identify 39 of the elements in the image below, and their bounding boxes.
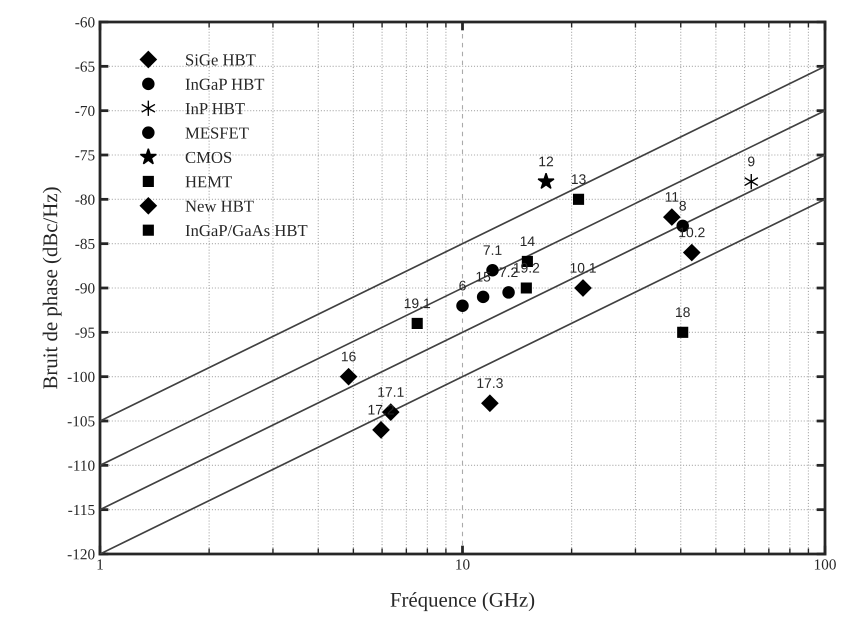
y-tick-label: -105	[68, 416, 95, 426]
legend-label: InP HBT	[186, 103, 245, 114]
annotation: 11	[666, 192, 678, 202]
annotation: 16	[342, 352, 356, 362]
y-tick-label: -95	[75, 328, 95, 338]
annotation: 18	[676, 307, 690, 318]
legend-label: InGaP HBT	[186, 78, 264, 90]
annotation: 9	[748, 156, 754, 166]
legend-label: MESFET	[185, 127, 249, 139]
y-tick-label: -85	[75, 238, 95, 250]
x-tick-label: 100	[814, 559, 836, 570]
y-tick-label: -70	[75, 106, 95, 116]
annotation: 8	[679, 200, 686, 211]
legend-label: New HBT	[185, 200, 254, 212]
legend-label: HEMT	[185, 176, 232, 188]
y-tick-label: -75	[75, 150, 95, 160]
annotation: 12	[539, 156, 554, 166]
annotation: 7.1	[484, 245, 502, 255]
y-tick-label: -120	[68, 549, 95, 560]
legend-label: InGaP/GaAs HBT	[186, 224, 308, 236]
legend-label: SiGe HBT	[186, 54, 256, 66]
y-tick-label: -90	[75, 283, 95, 294]
x-axis-title: Fréquence (GHz)	[390, 592, 534, 612]
annotation: 17.1	[378, 387, 404, 397]
annotation: 10.1	[570, 262, 596, 273]
annotation: 17.3	[477, 378, 503, 388]
y-tick-label: -110	[68, 460, 95, 471]
annotation: 19.1	[404, 298, 430, 308]
y-tick-label: -115	[68, 504, 95, 516]
legend-label: CMOS	[186, 152, 232, 164]
y-tick-label: -100	[68, 372, 95, 382]
x-tick-label: 1	[98, 559, 103, 570]
y-tick-label: -65	[75, 62, 95, 72]
y-tick-label: -60	[75, 17, 95, 28]
y-axis-title: Bruit de phase (dBc/Hz)	[42, 187, 62, 389]
y-tick-label: -80	[75, 194, 95, 205]
annotation: 13	[572, 174, 586, 184]
x-tick-label: 10	[456, 559, 470, 570]
annotation: 14	[520, 236, 535, 246]
